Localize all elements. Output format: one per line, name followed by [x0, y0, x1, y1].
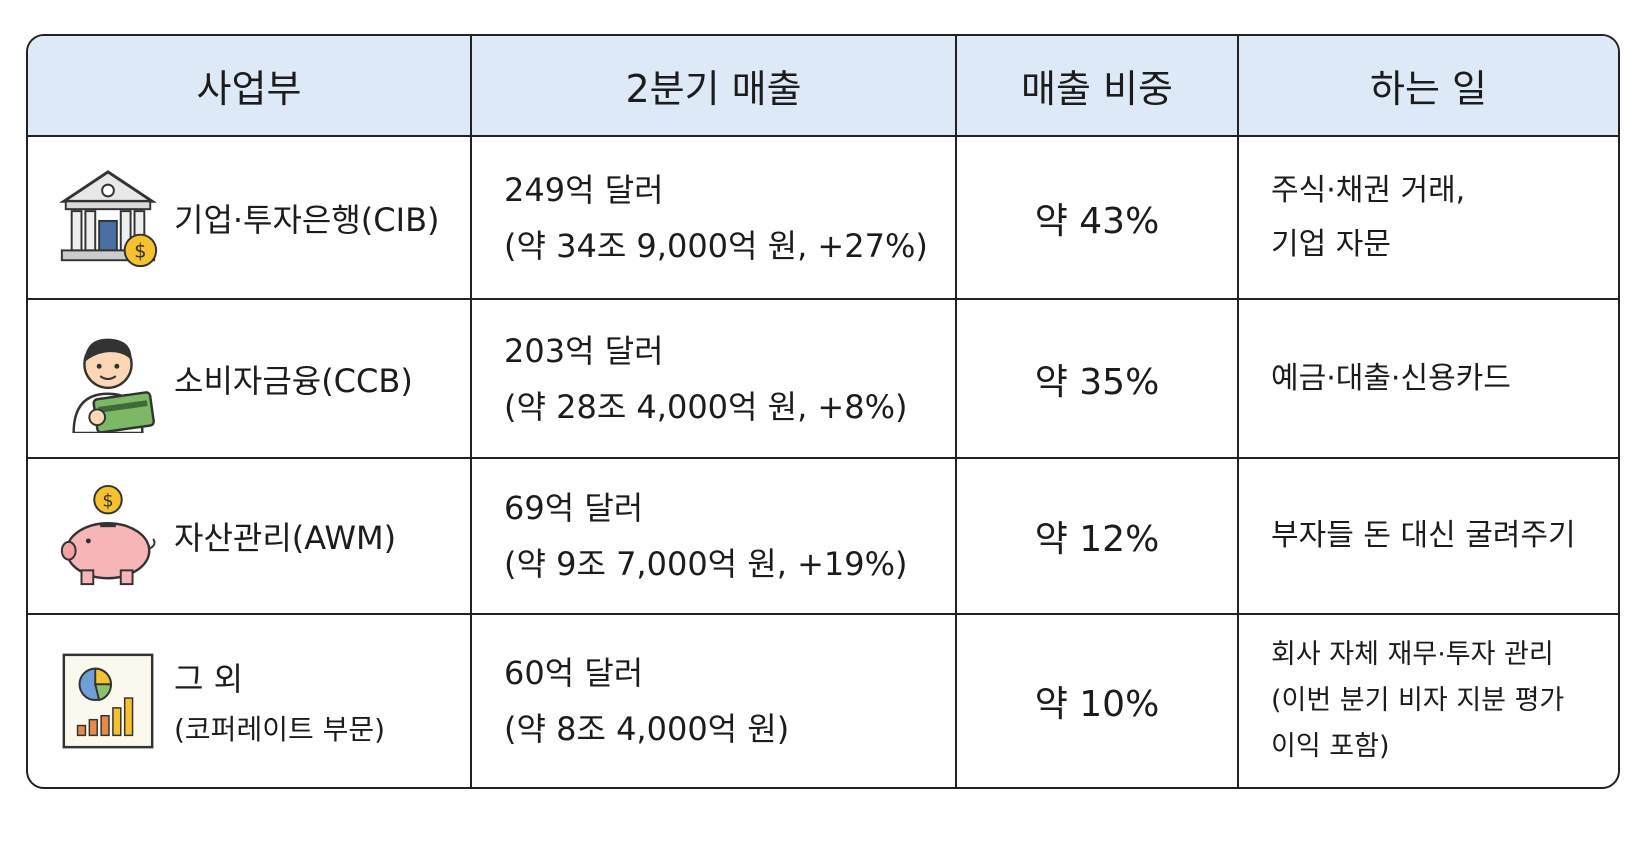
division-name: 자산관리(AWM) [174, 513, 396, 559]
row-icon [54, 325, 162, 434]
table-cell: 203억 달러 (약 28조 4,000억 원, +8%) [472, 300, 957, 459]
cell-text: 69억 달러 [504, 489, 644, 527]
cell-text: 부자들 돈 대신 굴려주기 [1271, 518, 1576, 553]
header-text: 하는 일 [1370, 67, 1487, 111]
cell-text: 회사 자체 재무·투자 관리 [1271, 639, 1554, 670]
cell-text: 기업 자문 [1271, 226, 1391, 262]
cell-text: 자산관리(AWM) [174, 519, 397, 557]
division-name: 그 외 (코퍼레이트 부문) [174, 654, 385, 748]
row-icon: $ [54, 164, 162, 272]
table-cell: 약 10% [957, 615, 1239, 787]
cell-text: (약 9조 7,000억 원, +19%) [504, 545, 908, 583]
cell-text: 203억 달러 [504, 331, 664, 370]
svg-text:$: $ [102, 492, 113, 512]
cell-text: 약 10% [1034, 684, 1160, 725]
svg-text:$: $ [134, 239, 147, 262]
cell-text: (약 8조 4,000억 원) [504, 710, 790, 748]
table-cell: $ 자산관리(AWM) [28, 459, 472, 615]
table-cell: 60억 달러 (약 8조 4,000억 원) [472, 615, 957, 787]
header-cell: 2분기 매출 [472, 36, 957, 137]
cell-text: (코퍼레이트 부문) [174, 713, 386, 746]
cell-text: 기업·투자은행(CIB) [174, 200, 440, 239]
cell-text: 약 12% [1034, 519, 1160, 560]
header-cell: 하는 일 [1239, 36, 1618, 137]
table-cell: $ 기업·투자은행(CIB) [28, 137, 472, 300]
table-cell: 249억 달러 (약 34조 9,000억 원, +27%) [472, 137, 957, 300]
table-cell: 소비자금융(CCB) [28, 300, 472, 459]
division-name: 기업·투자은행(CIB) [174, 195, 440, 241]
table-cell: 약 35% [957, 300, 1239, 459]
header-text: 2분기 매출 [625, 67, 802, 111]
table-cell: 약 43% [957, 137, 1239, 300]
table-cell: 69억 달러 (약 9조 7,000억 원, +19%) [472, 459, 957, 615]
header-text: 매출 비중 [1021, 67, 1173, 111]
header-cell: 사업부 [28, 36, 472, 137]
cell-text: (약 34조 9,000억 원, +27%) [504, 226, 928, 265]
cell-text: (약 28조 4,000억 원, +8%) [504, 387, 908, 426]
row-icon: $ [54, 482, 162, 590]
cell-text: 약 43% [1034, 200, 1160, 242]
table: 사업부 2분기 매출 매출 비중 하는 일 $ 기업·투자은행(CIB) 249억 달러 (약… [26, 34, 1620, 789]
division-name: 소비자금융(CCB) [174, 356, 413, 402]
cell-text: 약 35% [1034, 361, 1160, 403]
table-cell: 부자들 돈 대신 굴려주기 [1239, 459, 1618, 615]
header-text: 사업부 [196, 67, 302, 111]
cell-text: 60억 달러 [504, 654, 644, 692]
cell-text: 249억 달러 [504, 170, 664, 209]
table-cell: 주식·채권 거래, 기업 자문 [1239, 137, 1618, 300]
cell-text: 이익 포함) [1271, 731, 1390, 762]
row-icon [54, 647, 162, 755]
cell-text: 주식·채권 거래, [1271, 172, 1466, 208]
table-cell: 예금·대출·신용카드 [1239, 300, 1618, 459]
cell-text: 예금·대출·신용카드 [1271, 360, 1511, 396]
cell-text: (이번 분기 비자 지분 평가 [1271, 685, 1565, 716]
cell-text: 소비자금융(CCB) [174, 361, 413, 400]
table-cell: 그 외 (코퍼레이트 부문) [28, 615, 472, 787]
table-cell: 약 12% [957, 459, 1239, 615]
cell-text: 그 외 [174, 660, 244, 698]
header-cell: 매출 비중 [957, 36, 1239, 137]
